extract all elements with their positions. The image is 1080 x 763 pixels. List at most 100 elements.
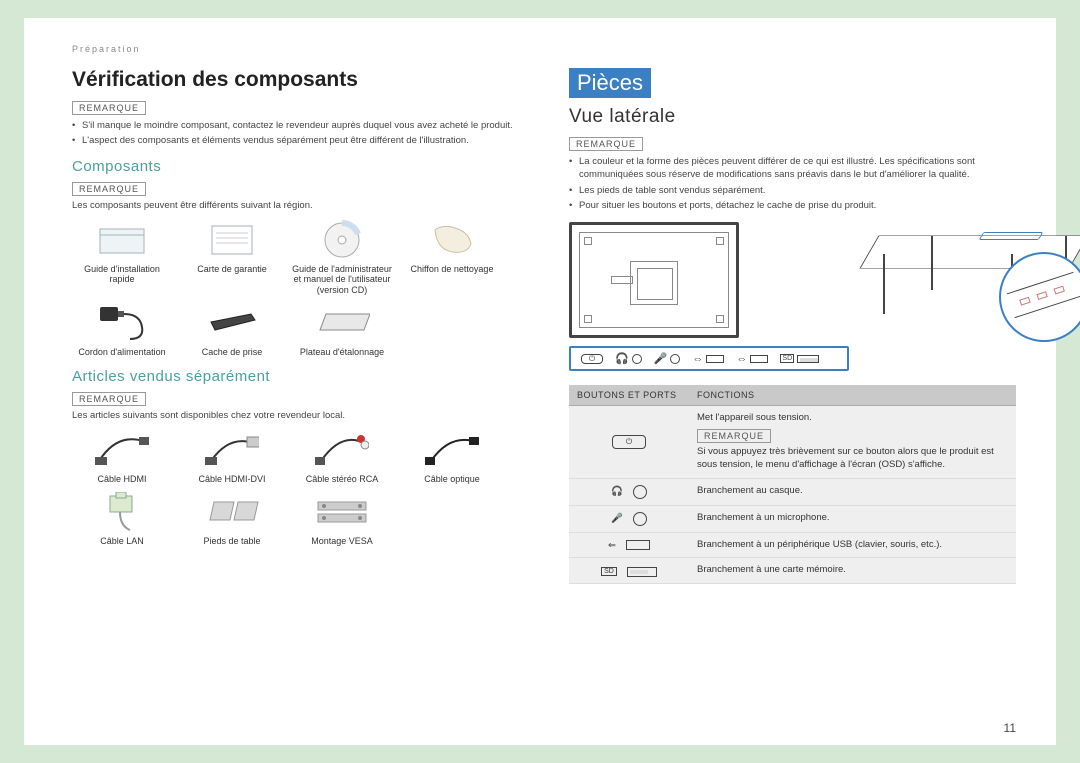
component-item: Chiffon de nettoyage	[402, 219, 502, 296]
component-label: Cordon d'alimentation	[72, 347, 172, 358]
two-column-layout: Vérification des composants REMARQUE S'i…	[72, 68, 1016, 584]
note-item: S'il manque le moindre composant, contac…	[72, 119, 519, 132]
component-label: Carte de garantie	[182, 264, 282, 275]
remark-label: REMARQUE	[72, 392, 146, 406]
hdmi-dvi-cable-icon	[202, 429, 262, 471]
table-illustration	[869, 222, 1079, 352]
function-text: Branchement au casque.	[689, 478, 1016, 505]
vesa-mount-icon	[312, 491, 372, 533]
article-label: Pieds de table	[182, 536, 282, 547]
component-item: Plateau d'étalonnage	[292, 302, 392, 358]
article-label: Câble stéréo RCA	[292, 474, 392, 485]
zoom-detail-icon	[999, 252, 1080, 342]
usb-port-icon: ⇔	[736, 353, 768, 365]
ports-bar-illustration: ⏻ 🎧 🎤 ⇔ ⇔ SD	[569, 346, 849, 371]
remark-label: REMARQUE	[569, 137, 643, 151]
ports-table: BOUTONS ET PORTS FONCTIONS ⏻ Met l'appar…	[569, 385, 1016, 584]
hdmi-cable-icon	[92, 429, 152, 471]
article-label: Câble optique	[402, 474, 502, 485]
table-feet-icon	[202, 491, 262, 533]
page-number: 11	[1004, 721, 1016, 735]
component-item: Carte de garantie	[182, 219, 282, 296]
article-item: Câble stéréo RCA	[292, 429, 392, 485]
left-column: Vérification des composants REMARQUE S'i…	[72, 68, 519, 584]
component-item: Guide d'installation rapide	[72, 219, 172, 296]
article-item: Pieds de table	[182, 491, 282, 547]
table-row: 🎧 Branchement au casque.	[569, 478, 1016, 505]
guide-icon	[92, 219, 152, 261]
article-item: Câble optique	[402, 429, 502, 485]
remark-label: REMARQUE	[72, 182, 146, 196]
cloth-icon	[422, 219, 482, 261]
article-label: Câble HDMI-DVI	[182, 474, 282, 485]
tray-icon	[312, 302, 372, 344]
port-function-cell: Met l'appareil sous tension. REMARQUE Si…	[689, 406, 1016, 478]
function-text: Met l'appareil sous tension.	[697, 412, 1008, 425]
component-label: Cache de prise	[182, 347, 282, 358]
components-grid: Guide d'installation rapide Carte de gar…	[72, 219, 519, 358]
articles-grid: Câble HDMI Câble HDMI-DVI Câble stéréo R…	[72, 429, 519, 547]
port-headphone-icon: 🎧	[569, 478, 689, 505]
component-label: Guide d'installation rapide	[72, 264, 172, 286]
optical-cable-icon	[422, 429, 482, 471]
note-list-1: S'il manque le moindre composant, contac…	[72, 119, 519, 148]
table-row: 🎤 Branchement à un microphone.	[569, 505, 1016, 532]
power-cord-icon	[92, 302, 152, 344]
card-icon	[202, 219, 262, 261]
breadcrumb: Préparation	[72, 44, 1016, 54]
note-item: Pour situer les boutons et ports, détach…	[569, 199, 1016, 212]
sd-port-icon: SD	[780, 354, 819, 363]
component-label: Guide de l'administrateur et manuel de l…	[292, 264, 392, 296]
article-item: Câble HDMI-DVI	[182, 429, 282, 485]
note-item: La couleur et la forme des pièces peuven…	[569, 155, 1016, 182]
heading-articles: Articles vendus séparément	[72, 368, 519, 385]
component-item: Cache de prise	[182, 302, 282, 358]
lan-cable-icon	[92, 491, 152, 533]
note-item: L'aspect des composants et éléments vend…	[72, 134, 519, 147]
function-text: Branchement à un microphone.	[689, 505, 1016, 532]
heading-pieces: Pièces	[569, 68, 651, 98]
function-text: Branchement à un périphérique USB (clavi…	[689, 532, 1016, 558]
cd-icon	[312, 219, 372, 261]
table-row: SD Branchement à une carte mémoire.	[569, 558, 1016, 584]
article-label: Câble HDMI	[72, 474, 172, 485]
remark-text: Si vous appuyez très brièvement sur ce b…	[697, 446, 1008, 472]
port-power-icon: ⏻	[569, 406, 689, 478]
component-label: Chiffon de nettoyage	[402, 264, 502, 275]
article-item: Câble HDMI	[72, 429, 172, 485]
remark-label: REMARQUE	[697, 429, 771, 443]
table-head-right: FONCTIONS	[689, 385, 1016, 406]
article-label: Montage VESA	[292, 536, 392, 547]
heading-side-view: Vue latérale	[569, 106, 1016, 128]
table-row: ⏻ Met l'appareil sous tension. REMARQUE …	[569, 406, 1016, 478]
note-item: Les pieds de table sont vendus séparémen…	[569, 184, 1016, 197]
port-usb-icon: ⇐	[569, 532, 689, 558]
headphone-port-icon: 🎧	[615, 352, 642, 365]
right-column: Pièces Vue latérale REMARQUE La couleur …	[569, 68, 1016, 584]
table-head-left: BOUTONS ET PORTS	[569, 385, 689, 406]
table-row: ⇐ Branchement à un périphérique USB (cla…	[569, 532, 1016, 558]
illustration-row: ⏻ 🎧 🎤 ⇔ ⇔ SD	[569, 222, 1016, 371]
rca-cable-icon	[312, 429, 372, 471]
component-item: Guide de l'administrateur et manuel de l…	[292, 219, 392, 296]
power-port-icon: ⏻	[581, 354, 603, 364]
page: Préparation Vérification des composants …	[24, 18, 1056, 745]
usb-port-icon: ⇔	[692, 353, 724, 365]
component-item: Cordon d'alimentation	[72, 302, 172, 358]
heading-verification: Vérification des composants	[72, 68, 519, 92]
article-label: Câble LAN	[72, 536, 172, 547]
note-list-right: La couleur et la forme des pièces peuven…	[569, 155, 1016, 212]
screen-back-illustration: ⏻ 🎧 🎤 ⇔ ⇔ SD	[569, 222, 849, 371]
component-label: Plateau d'étalonnage	[292, 347, 392, 358]
remark-label: REMARQUE	[72, 101, 146, 115]
note-text: Les articles suivants sont disponibles c…	[72, 410, 519, 421]
note-text: Les composants peuvent être différents s…	[72, 200, 519, 211]
port-sd-icon: SD	[569, 558, 689, 584]
cover-icon	[202, 302, 262, 344]
port-mic-icon: 🎤	[569, 505, 689, 532]
mic-port-icon: 🎤	[654, 352, 681, 365]
function-text: Branchement à une carte mémoire.	[689, 558, 1016, 584]
article-item: Câble LAN	[72, 491, 172, 547]
article-item: Montage VESA	[292, 491, 392, 547]
heading-composants: Composants	[72, 158, 519, 175]
